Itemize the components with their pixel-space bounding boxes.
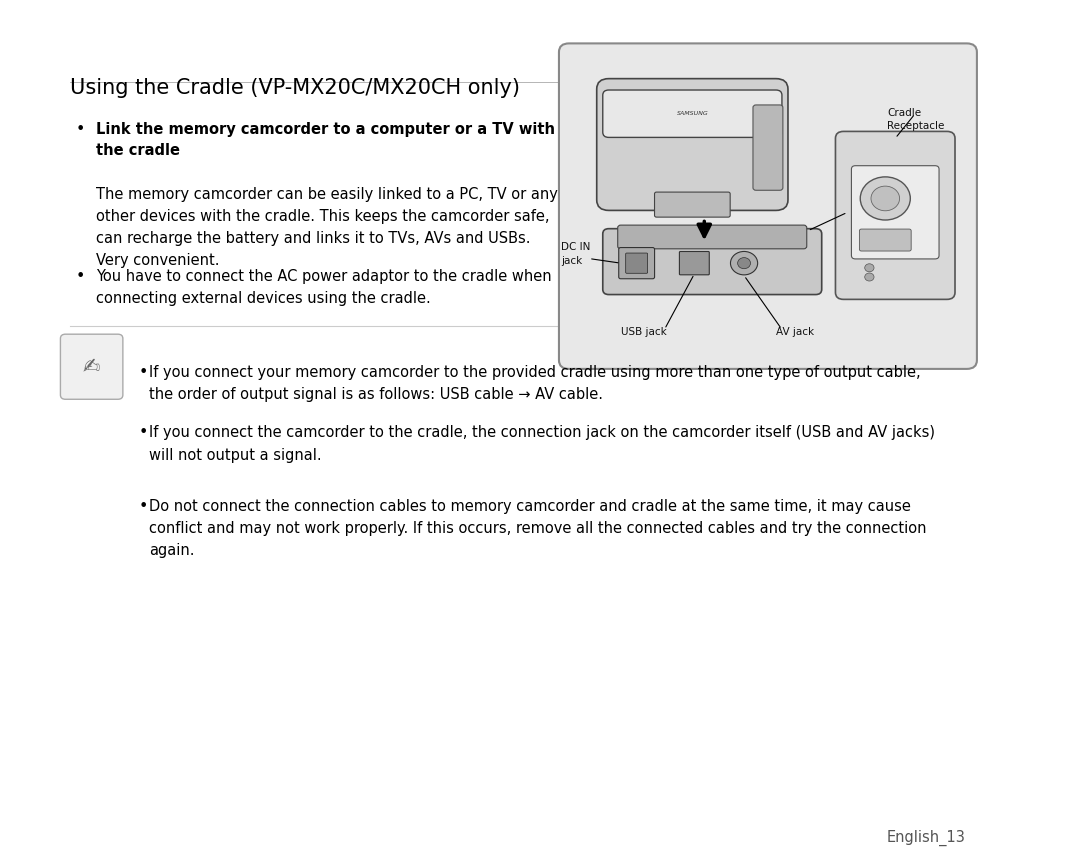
FancyBboxPatch shape — [618, 225, 807, 249]
FancyBboxPatch shape — [559, 43, 977, 369]
Text: •: • — [76, 122, 85, 136]
Text: Using the Cradle (VP-MX20C/MX20CH only): Using the Cradle (VP-MX20C/MX20CH only) — [70, 78, 521, 98]
Circle shape — [865, 264, 874, 272]
FancyBboxPatch shape — [753, 105, 783, 190]
Text: •: • — [139, 425, 148, 440]
Text: The memory camcorder can be easily linked to a PC, TV or any
other devices with : The memory camcorder can be easily linke… — [96, 187, 557, 268]
Text: SAMSUNG: SAMSUNG — [676, 111, 708, 116]
Text: Link the memory camcorder to a computer or a TV with
the cradle: Link the memory camcorder to a computer … — [96, 122, 555, 157]
Text: •: • — [139, 499, 148, 514]
Text: DC IN
jack: DC IN jack — [562, 242, 591, 266]
Text: ✍: ✍ — [83, 357, 100, 377]
FancyBboxPatch shape — [603, 228, 822, 294]
FancyBboxPatch shape — [603, 90, 782, 137]
Circle shape — [865, 273, 874, 281]
Text: You have to connect the AC power adaptor to the cradle when
connecting external : You have to connect the AC power adaptor… — [96, 269, 551, 306]
Circle shape — [738, 258, 751, 269]
Text: AV jack: AV jack — [775, 327, 814, 338]
FancyBboxPatch shape — [625, 253, 648, 273]
FancyBboxPatch shape — [60, 334, 123, 399]
FancyBboxPatch shape — [836, 131, 955, 299]
Circle shape — [861, 177, 910, 220]
Text: Cradle
Receptacle: Cradle Receptacle — [888, 108, 945, 131]
Text: If you connect the camcorder to the cradle, the connection jack on the camcorder: If you connect the camcorder to the crad… — [149, 425, 935, 463]
Text: USB jack: USB jack — [621, 327, 666, 338]
FancyBboxPatch shape — [619, 247, 654, 279]
FancyBboxPatch shape — [679, 252, 710, 275]
FancyBboxPatch shape — [860, 229, 912, 251]
Text: Do not connect the connection cables to memory camcorder and cradle at the same : Do not connect the connection cables to … — [149, 499, 927, 558]
FancyBboxPatch shape — [597, 79, 788, 210]
FancyBboxPatch shape — [851, 166, 939, 259]
FancyBboxPatch shape — [654, 192, 730, 217]
Text: If you connect your memory camcorder to the provided cradle using more than one : If you connect your memory camcorder to … — [149, 365, 920, 402]
Circle shape — [730, 252, 758, 275]
Text: English_13: English_13 — [887, 830, 966, 846]
Text: •: • — [139, 365, 148, 379]
Circle shape — [870, 186, 900, 211]
Text: •: • — [76, 269, 85, 284]
